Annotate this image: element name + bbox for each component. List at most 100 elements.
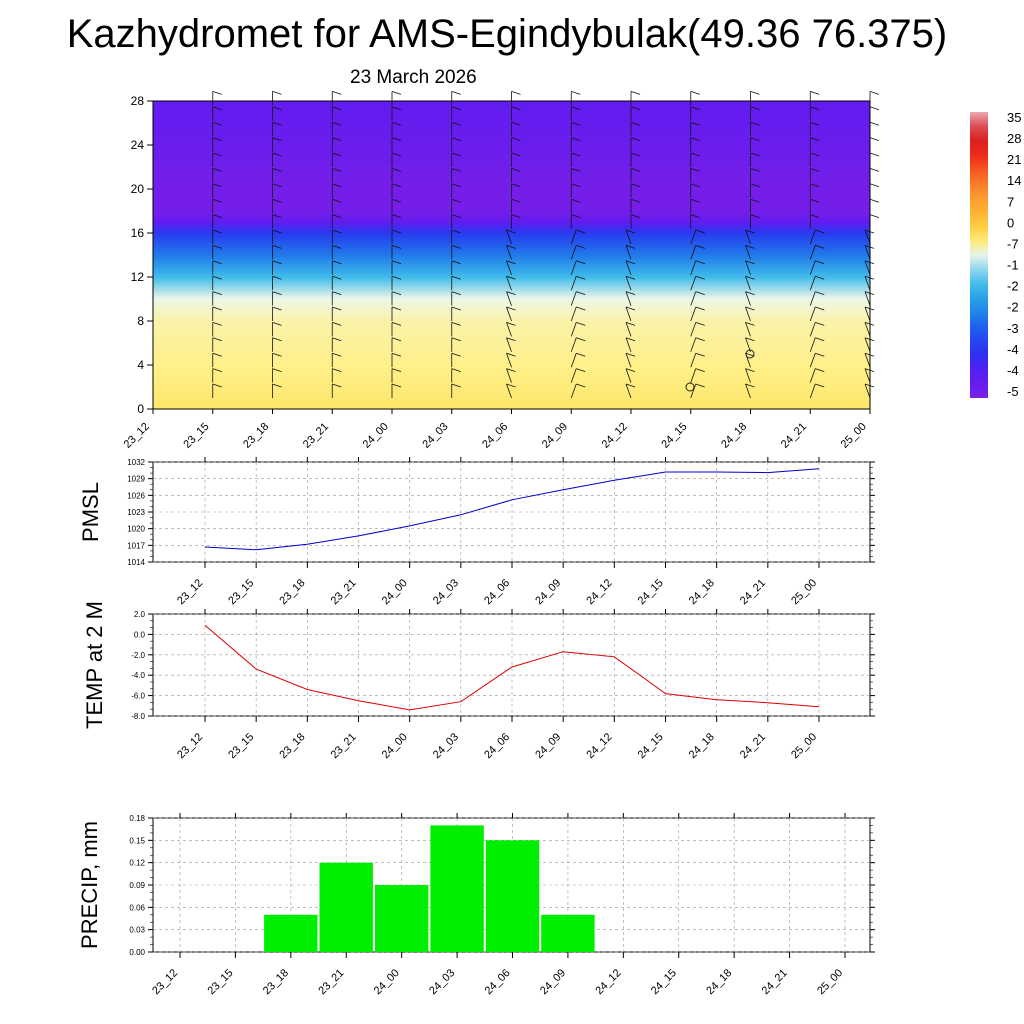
wind-barb-flag xyxy=(391,291,402,295)
x-tick-label: 23_12 xyxy=(122,421,152,451)
wind-barb-flag xyxy=(391,383,402,388)
wind-barb xyxy=(625,353,632,368)
plot-frame xyxy=(152,461,871,563)
precip-bar xyxy=(541,914,595,952)
wind-barb-flag xyxy=(745,322,755,326)
wind-barb xyxy=(809,337,816,352)
wind-barb-flag xyxy=(332,275,342,280)
x-tick-label: 24_00 xyxy=(380,577,410,607)
y-tick-label: 0.18 xyxy=(129,814,145,823)
colorbar-label: 35 xyxy=(1007,110,1021,125)
wind-barb-flag xyxy=(576,337,586,342)
wind-barb-flag xyxy=(810,214,820,218)
wind-barb-flag xyxy=(212,121,222,126)
wind-barb-flag xyxy=(332,306,342,311)
wind-barb-flag xyxy=(391,275,402,280)
x-tick-label: 23_21 xyxy=(329,577,359,607)
wind-barb-flag xyxy=(212,91,222,95)
wind-barb-flag xyxy=(212,245,222,249)
wind-barb-flag xyxy=(451,183,461,188)
wind-barb-flag xyxy=(625,245,636,249)
wind-barb-flag xyxy=(506,229,516,234)
y-tick-label: -4.0 xyxy=(131,671,145,680)
wind-barb-flag xyxy=(750,91,760,95)
y-tick-label: 20 xyxy=(131,182,145,196)
wind-barb-flag xyxy=(815,245,825,249)
wind-barb-flag xyxy=(272,245,282,249)
x-tick-label: 24_03 xyxy=(431,731,461,761)
wind-barb-flag xyxy=(625,352,636,357)
wind-barb-flag xyxy=(571,121,581,126)
wind-barb-flag xyxy=(815,306,825,311)
x-tick-label: 24_06 xyxy=(480,421,510,451)
wind-barb xyxy=(506,353,512,368)
wind-barb-flag xyxy=(869,168,880,172)
wind-barb-flag xyxy=(451,291,461,295)
wind-barb-flag xyxy=(511,121,521,126)
wind-barb-flag xyxy=(272,260,282,265)
colorbar-label: 21 xyxy=(1007,152,1021,167)
wind-barb-flag xyxy=(506,260,516,265)
wind-barb-flag xyxy=(630,198,641,203)
wind-barb-flag xyxy=(576,275,586,280)
y-tick-label: 0 xyxy=(137,402,144,416)
wind-barb xyxy=(690,306,697,322)
wind-barb-flag xyxy=(511,214,521,218)
wind-barb-flag xyxy=(212,137,222,141)
wind-barb-flag xyxy=(571,91,581,95)
wind-barb-flag xyxy=(391,260,402,265)
wind-barb-flag xyxy=(690,121,700,126)
wind-barb xyxy=(570,276,577,291)
wind-barb-flag xyxy=(690,137,700,141)
x-tick-label: 23_15 xyxy=(206,967,236,997)
wind-barb-flag xyxy=(695,368,705,372)
wind-barb-flag xyxy=(576,291,586,295)
x-tick-label: 24_09 xyxy=(533,577,563,607)
colorbar-label: 7 xyxy=(1007,194,1014,209)
wind-barb xyxy=(864,245,871,260)
x-tick-label: 23_18 xyxy=(241,421,271,451)
x-tick-label: 25_00 xyxy=(789,731,819,761)
wind-barb-flag xyxy=(451,168,461,172)
wind-barb-flag xyxy=(451,368,461,372)
wind-barb xyxy=(506,368,512,383)
wind-barb-flag xyxy=(511,168,521,172)
plot-frame xyxy=(152,613,871,717)
wind-barb xyxy=(570,245,577,260)
wind-barb-flag xyxy=(625,337,636,342)
wind-barb-flag xyxy=(332,198,342,203)
wind-barb-flag xyxy=(332,383,342,388)
wind-barb xyxy=(625,322,632,337)
wind-barb-flag xyxy=(332,121,342,126)
x-tick-label: 24_06 xyxy=(482,731,512,761)
wind-barb xyxy=(625,291,632,306)
wind-barb-flag xyxy=(391,106,402,111)
wind-barb-flag xyxy=(745,260,755,265)
wind-barb xyxy=(625,229,632,245)
y-tick-label: 4 xyxy=(137,358,144,372)
wind-barb-flag xyxy=(745,229,755,234)
wind-barb-flag xyxy=(750,106,760,111)
wind-barb-flag xyxy=(212,168,222,172)
wind-barb xyxy=(690,245,697,260)
wind-barb-flag xyxy=(690,91,700,95)
wind-barb-flag xyxy=(695,306,705,311)
wind-barb-flag xyxy=(272,152,282,157)
wind-barb-flag xyxy=(451,383,461,388)
y-tick-label: 8 xyxy=(137,314,144,328)
precip-bar xyxy=(319,862,373,952)
y-tick-label: 0.12 xyxy=(129,859,145,868)
wind-barb xyxy=(506,383,512,399)
wind-barb-flag xyxy=(630,214,641,218)
wind-barb xyxy=(506,306,512,322)
wind-barb-flag xyxy=(272,229,282,234)
wind-barb-flag xyxy=(451,245,461,249)
precip-panel: 0.00 0.03 0.06 0.09 0.12 0.15 0.18 23_12 23_15 23… xyxy=(77,813,875,997)
wind-barb-flag xyxy=(750,121,760,126)
wind-barb-flag xyxy=(571,106,581,111)
wind-barb-flag xyxy=(391,352,402,357)
x-tick-label: 24_18 xyxy=(687,577,717,607)
y-tick-label: 1026 xyxy=(127,491,145,500)
y-tick-label: -6.0 xyxy=(131,692,145,701)
wind-barb-flag xyxy=(391,337,402,342)
